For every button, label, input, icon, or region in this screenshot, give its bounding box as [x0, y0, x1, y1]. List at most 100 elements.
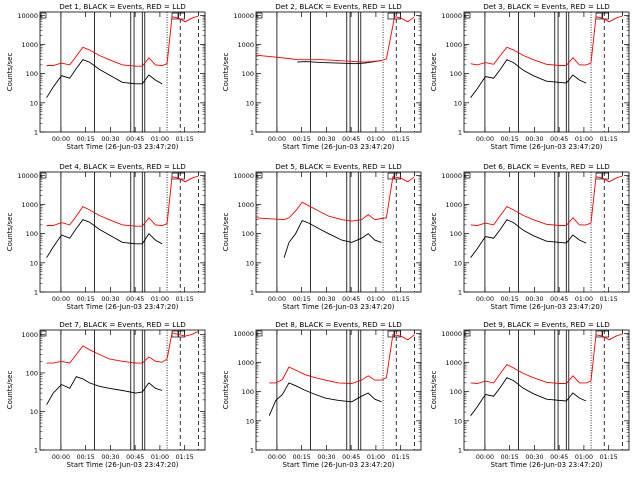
corner-box-marker	[256, 330, 263, 337]
y-tick-label: 10	[454, 417, 462, 425]
y-tick-label: 1	[34, 289, 38, 297]
chart-panel-2: Det 2, BLACK = Events, RED = LLD 1 10 100 10…	[222, 2, 422, 151]
x-tick-label: 01:00	[575, 296, 593, 303]
y-tick-label: 10000	[441, 330, 462, 338]
x-tick-label: 00:00	[476, 296, 494, 303]
x-axis-label: Start Time (26-Jun-03 23:47:20)	[67, 143, 179, 151]
corner-box-marker	[40, 12, 47, 19]
x-tick-label: 00:15	[77, 454, 95, 461]
y-axis-label: Counts/sec	[430, 213, 438, 252]
x-tick-label: 00:30	[101, 454, 119, 461]
y-tick-label: 1	[250, 129, 254, 137]
chart-panel-9: Det 9, BLACK = Events, RED = LLD 1 10 100 10…	[430, 320, 630, 469]
corner-box-marker	[256, 12, 263, 19]
y-axis-label: Counts/sec	[222, 371, 230, 410]
x-tick-label: 00:00	[52, 454, 70, 461]
y-tick-label: 10000	[233, 330, 254, 338]
corner-box-marker	[464, 330, 471, 337]
x-tick-label: 00:45	[550, 454, 568, 461]
series-lld-line	[470, 175, 623, 226]
series-lld-line	[269, 334, 415, 384]
plot-frame	[39, 171, 206, 293]
x-tick-label: 00:45	[342, 296, 360, 303]
x-tick-label: 00:15	[501, 296, 519, 303]
x-tick-label: 01:00	[151, 454, 169, 461]
box-marker	[387, 172, 395, 180]
x-tick-label: 01:00	[367, 136, 385, 143]
y-tick-label: 1000	[21, 41, 38, 49]
y-tick-label: 1000	[21, 331, 38, 339]
x-tick-label: 00:15	[293, 296, 311, 303]
y-tick-label: 10	[30, 259, 38, 267]
series-events-line	[283, 220, 382, 258]
y-tick-label: 1	[458, 129, 462, 137]
corner-box-marker	[40, 172, 47, 179]
box-marker	[171, 12, 179, 20]
x-tick-label: 01:00	[367, 296, 385, 303]
x-tick-label: 00:00	[476, 136, 494, 143]
y-tick-label: 10000	[17, 172, 38, 180]
x-tick-label: 00:45	[550, 136, 568, 143]
x-tick-label: 01:00	[575, 454, 593, 461]
box-marker	[602, 172, 609, 180]
x-tick-label: 00:45	[126, 454, 144, 461]
corner-box-marker	[464, 172, 471, 179]
box-marker	[178, 172, 185, 180]
box-marker	[595, 172, 603, 180]
y-axis-label: Counts/sec	[430, 371, 438, 410]
x-tick-label: 00:15	[501, 136, 519, 143]
y-tick-label: 10	[30, 408, 38, 416]
y-tick-label: 1000	[237, 41, 254, 49]
series-lld-line	[46, 175, 199, 227]
x-tick-label: 00:30	[525, 296, 543, 303]
y-tick-label: 10	[30, 99, 38, 107]
y-tick-label: 1000	[21, 201, 38, 209]
plot-frame	[255, 329, 422, 451]
series-events-line	[297, 60, 382, 65]
x-tick-label: 00:15	[77, 296, 95, 303]
x-tick-label: 00:30	[525, 454, 543, 461]
box-marker	[602, 330, 609, 338]
y-tick-label: 10000	[233, 12, 254, 20]
x-tick-label: 00:15	[501, 454, 519, 461]
y-tick-label: 1000	[237, 359, 254, 367]
plot-frame	[39, 329, 206, 451]
y-tick-label: 1	[250, 289, 254, 297]
x-tick-label: 00:30	[525, 136, 543, 143]
box-marker	[602, 12, 609, 20]
x-tick-label: 01:00	[367, 454, 385, 461]
y-tick-label: 100	[450, 388, 462, 396]
box-marker	[387, 12, 395, 20]
y-tick-label: 1000	[445, 359, 462, 367]
x-tick-label: 00:15	[77, 136, 95, 143]
chart-title: Det 1, BLACK = Events, RED = LLD	[59, 2, 186, 11]
x-axis-label: Start Time (26-Jun-03 23:47:20)	[491, 143, 603, 151]
x-tick-label: 00:45	[342, 454, 360, 461]
y-tick-label: 100	[242, 388, 254, 396]
corner-box-marker	[256, 172, 263, 179]
box-marker	[394, 172, 401, 180]
series-events-line	[470, 219, 587, 258]
y-tick-label: 1000	[237, 201, 254, 209]
y-tick-label: 1000	[445, 201, 462, 209]
box-marker	[394, 12, 401, 20]
y-tick-label: 10000	[17, 12, 38, 20]
series-events-line	[46, 59, 163, 98]
y-axis-label: Counts/sec	[430, 53, 438, 92]
x-tick-label: 01:15	[176, 454, 194, 461]
x-tick-label: 00:00	[268, 296, 286, 303]
x-axis-label: Start Time (26-Jun-03 23:47:20)	[67, 461, 179, 469]
chart-panel-3: Det 3, BLACK = Events, RED = LLD 1 10 100 10…	[430, 2, 630, 151]
series-events-line	[470, 59, 587, 98]
series-lld-line	[255, 16, 415, 63]
box-marker	[394, 330, 401, 338]
x-tick-label: 01:00	[151, 136, 169, 143]
y-tick-label: 1	[34, 129, 38, 137]
box-marker	[387, 330, 395, 338]
box-marker	[178, 12, 185, 20]
y-tick-label: 100	[242, 70, 254, 78]
y-axis-label: Counts/sec	[6, 53, 14, 92]
plot-frame	[255, 171, 422, 293]
x-tick-label: 01:15	[600, 454, 618, 461]
x-tick-label: 00:00	[476, 454, 494, 461]
